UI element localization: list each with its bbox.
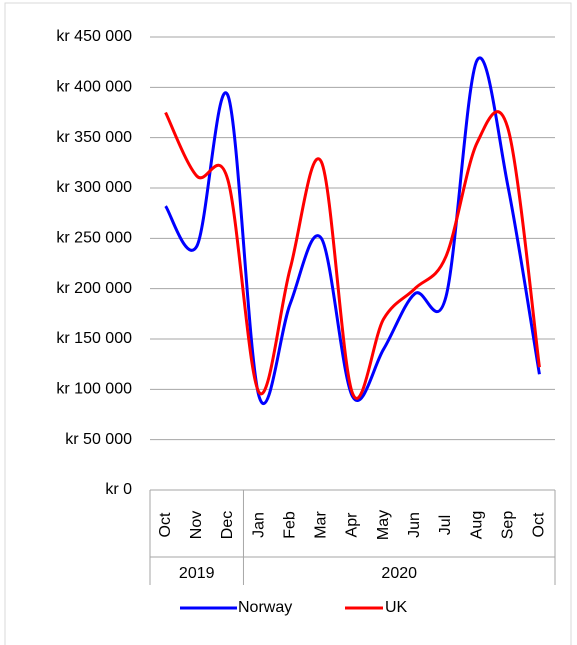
- y-tick-label: kr 200 000: [56, 280, 132, 297]
- chart-border: [4, 2, 572, 645]
- x-tick-label: Nov: [188, 511, 205, 539]
- x-tick-label: Aug: [468, 511, 485, 539]
- x-tick-label: May: [375, 510, 392, 540]
- y-tick-label: kr 300 000: [56, 179, 132, 196]
- series-line: [164, 110, 541, 400]
- x-tick-label: Oct: [531, 512, 548, 537]
- x-tick-label: Oct: [157, 512, 174, 537]
- x-tick-label: Mar: [313, 511, 330, 539]
- x-tick-label: Dec: [219, 511, 236, 539]
- y-tick-label: kr 50 000: [65, 431, 132, 448]
- legend-label: UK: [385, 599, 408, 616]
- y-tick-label: kr 150 000: [56, 330, 132, 347]
- y-tick-label: kr 250 000: [56, 230, 132, 247]
- x-tick-label: Apr: [344, 512, 361, 538]
- y-tick-label: kr 100 000: [56, 381, 132, 398]
- x-tick-label: Jan: [250, 512, 267, 538]
- y-tick-label: kr 400 000: [56, 79, 132, 96]
- y-tick-label: kr 0: [105, 481, 132, 498]
- y-tick-label: kr 450 000: [56, 28, 132, 45]
- x-group-label: 2020: [381, 565, 417, 582]
- x-tick-label: Jul: [437, 515, 454, 535]
- x-tick-label: Jun: [406, 512, 423, 538]
- series-line: [164, 56, 541, 406]
- x-group-label: 2019: [179, 565, 215, 582]
- x-tick-label: Sep: [499, 511, 516, 540]
- y-tick-label: kr 350 000: [56, 129, 132, 146]
- legend-label: Norway: [238, 599, 292, 616]
- x-tick-label: Feb: [281, 511, 298, 539]
